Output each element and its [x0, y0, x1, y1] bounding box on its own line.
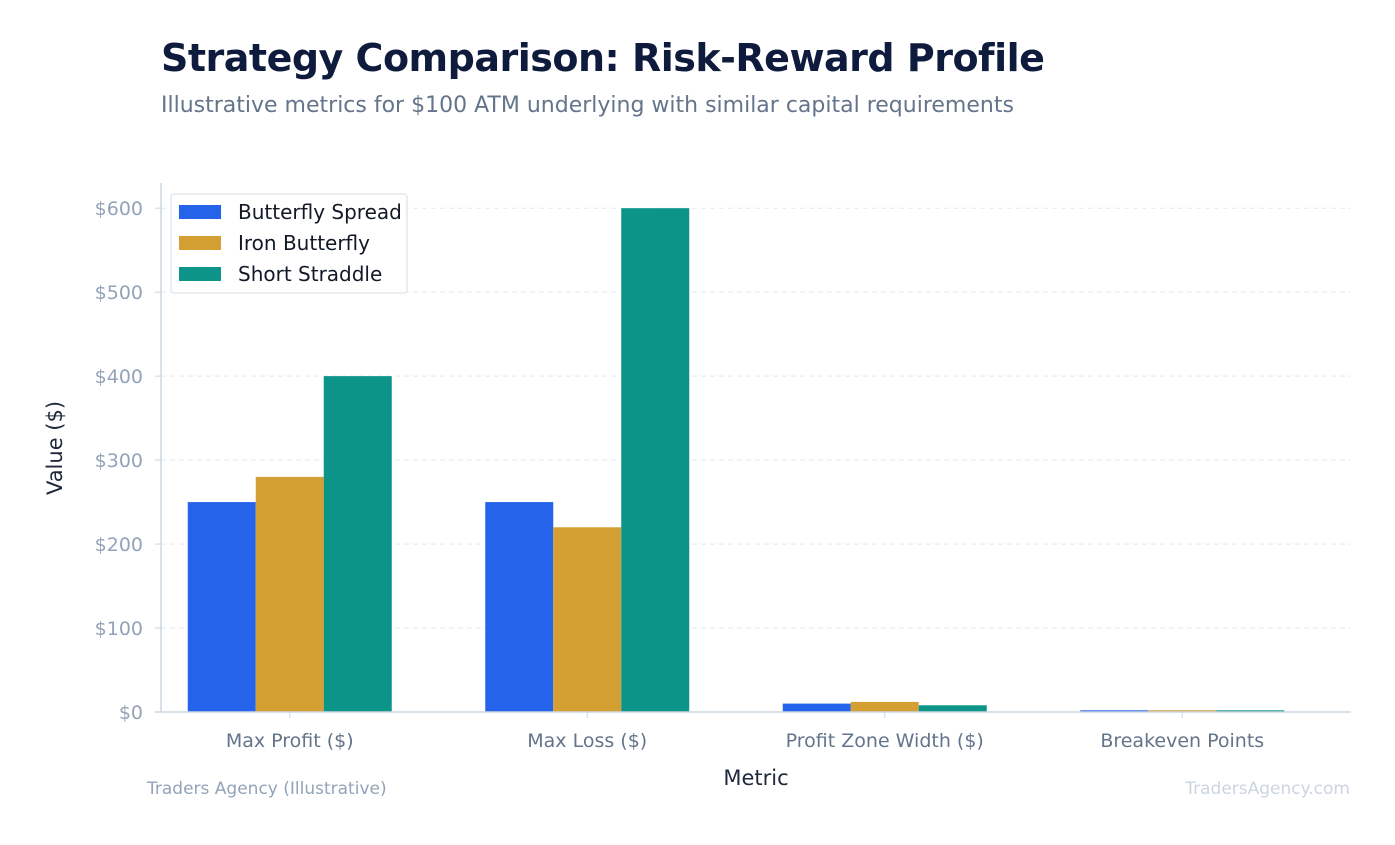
x-axis-label: Metric — [723, 766, 788, 790]
legend-box — [170, 193, 408, 294]
bar — [1148, 710, 1217, 712]
bars — [187, 208, 1285, 712]
x-tick-label: Profit Zone Width ($) — [786, 730, 984, 752]
bar — [1080, 710, 1149, 712]
bar — [850, 701, 919, 712]
y-tick-label: $300 — [95, 450, 143, 472]
bar — [621, 208, 690, 712]
y-tick-labels: $0 $100 $200 $300 $400 $500 $600 — [95, 198, 161, 724]
y-tick-label: $100 — [95, 618, 143, 640]
y-tick-label: $200 — [95, 534, 143, 556]
y-tick-label: $600 — [95, 198, 143, 220]
y-axis-label: Value ($) — [43, 401, 67, 495]
source-note: Traders Agency (Illustrative) — [147, 779, 387, 799]
legend: Butterfly Spread Iron Butterfly Short Stra… — [170, 193, 408, 294]
legend-label: Iron Butterfly — [238, 231, 370, 255]
bar — [782, 703, 851, 712]
x-tick-label: Breakeven Points — [1100, 730, 1264, 752]
legend-label: Short Straddle — [238, 262, 382, 286]
x-tick-labels: Max Profit ($) Max Loss ($) Profit Zone Wi… — [226, 712, 1264, 752]
axes — [155, 183, 1351, 713]
chart-subtitle: Illustrative metrics for $100 ATM underl… — [161, 93, 1014, 118]
legend-swatch — [179, 267, 221, 281]
x-tick-label: Max Profit ($) — [226, 730, 354, 752]
bar — [255, 476, 324, 712]
bar — [918, 705, 987, 712]
y-tick-label: $400 — [95, 366, 143, 388]
bar — [485, 502, 554, 712]
watermark: TradersAgency.com — [1185, 779, 1350, 799]
legend-swatch — [179, 205, 221, 219]
y-tick-label: $500 — [95, 282, 143, 304]
bar — [553, 527, 622, 712]
bar — [1216, 710, 1285, 712]
legend-label: Butterfly Spread — [238, 200, 402, 224]
bar — [323, 376, 392, 712]
bar — [187, 502, 256, 712]
y-tick-label: $0 — [119, 702, 143, 724]
legend-swatch — [179, 236, 221, 250]
chart-title: Strategy Comparison: Risk-Reward Profile — [161, 36, 1045, 80]
x-tick-label: Max Loss ($) — [527, 730, 647, 752]
